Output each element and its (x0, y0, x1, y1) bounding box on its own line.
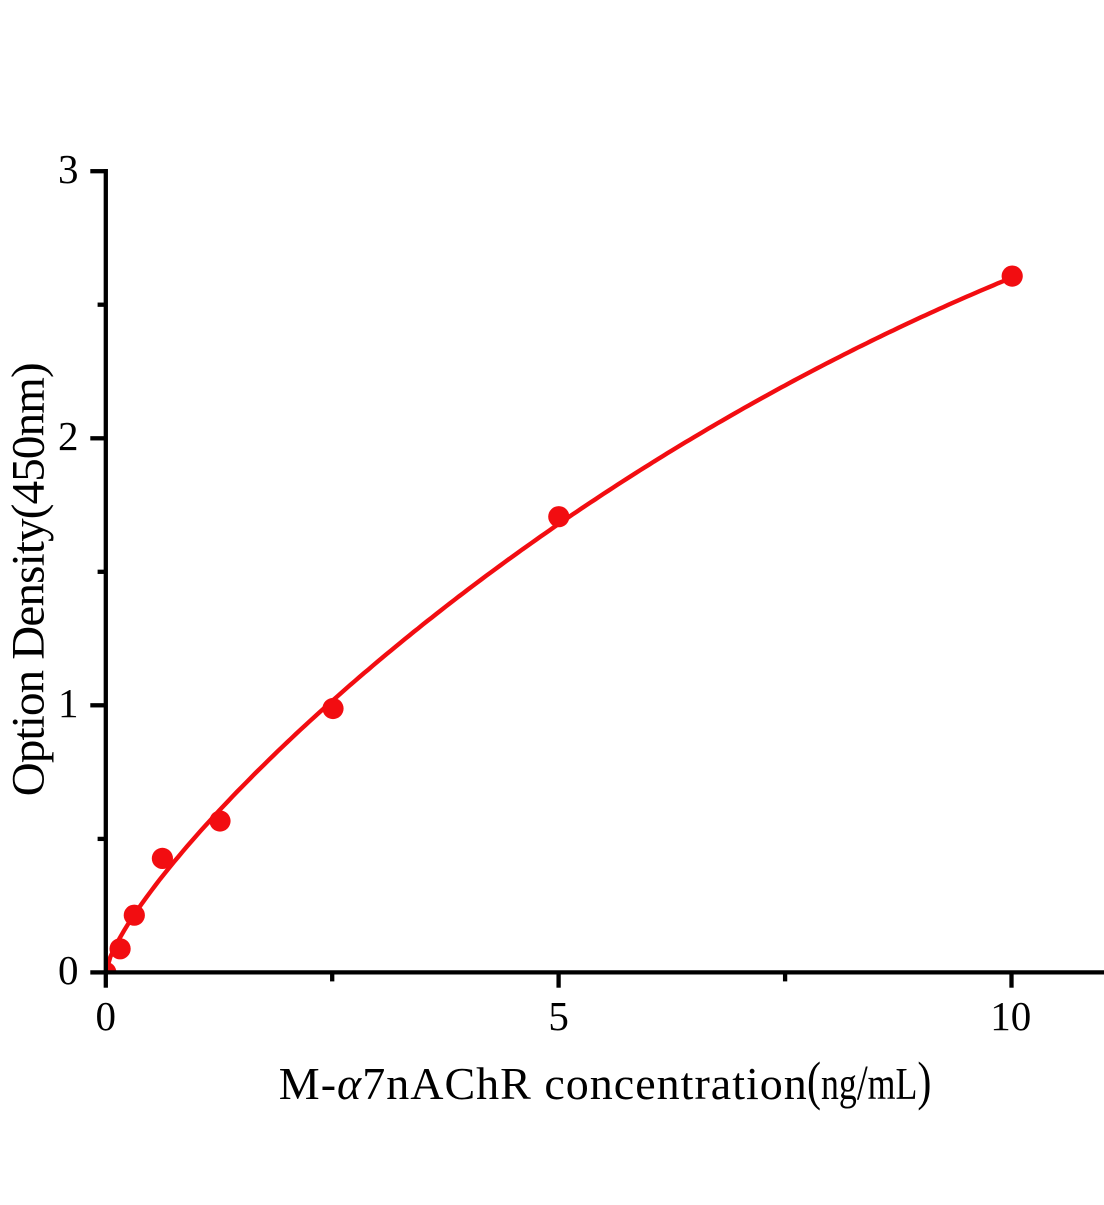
svg-text:5: 5 (548, 993, 569, 1039)
svg-text:(ng/mL): (ng/mL) (807, 1052, 931, 1111)
svg-text:0: 0 (58, 947, 79, 993)
svg-text:3: 3 (58, 146, 79, 192)
svg-text:Option Density(450nm): Option Density(450nm) (2, 362, 54, 796)
svg-text:0: 0 (96, 993, 117, 1039)
svg-text:1: 1 (58, 680, 79, 726)
svg-text:M-α7nAChR concentration: M-α7nAChR concentration (279, 1058, 807, 1109)
svg-text:2: 2 (58, 413, 79, 459)
svg-text:10: 10 (990, 993, 1031, 1039)
